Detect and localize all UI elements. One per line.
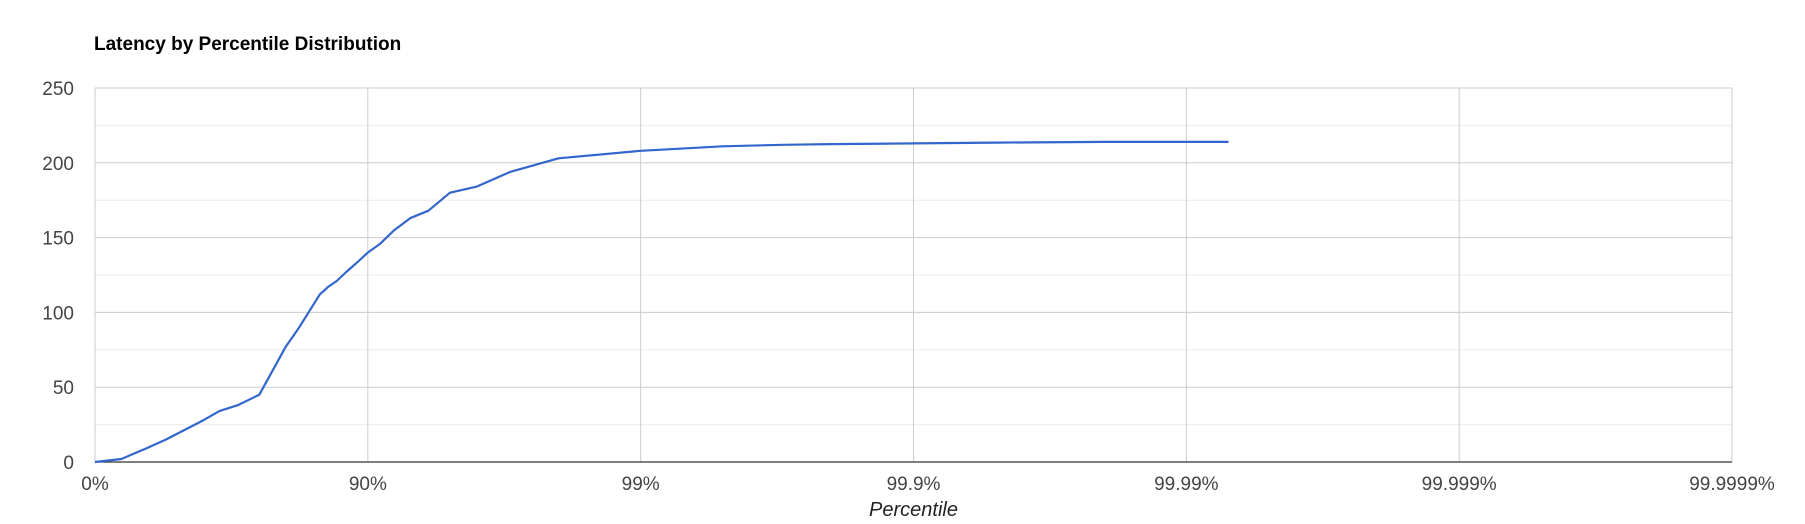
x-tick-label: 99.999% [1422,474,1497,495]
x-tick-label: 99% [622,474,660,495]
y-tick-label: 200 [42,154,74,175]
x-tick-label: 0% [81,474,109,495]
x-tick-label: 90% [349,474,387,495]
chart-axes [94,87,1733,463]
x-axis-title: Percentile [869,499,958,521]
y-tick-label: 50 [53,378,74,399]
x-tick-label: 99.9999% [1689,474,1775,495]
y-tick-label: 0 [63,453,74,474]
y-tick-label: 100 [42,303,74,324]
chart-title: Latency by Percentile Distribution [94,34,402,55]
y-axis-tick-labels: 0 50 100 150 200 250 [42,79,74,474]
y-tick-label: 150 [42,229,74,250]
series-layer [94,140,1229,464]
y-tick-label: 250 [42,79,74,100]
x-tick-label: 99.9% [887,474,941,495]
x-axis-tick-labels: 0% 90% 99% 99.9% 99.99% 99.999% 99.9999% [81,474,1775,495]
x-tick-label: 99.99% [1154,474,1219,495]
series-line [94,140,1229,464]
